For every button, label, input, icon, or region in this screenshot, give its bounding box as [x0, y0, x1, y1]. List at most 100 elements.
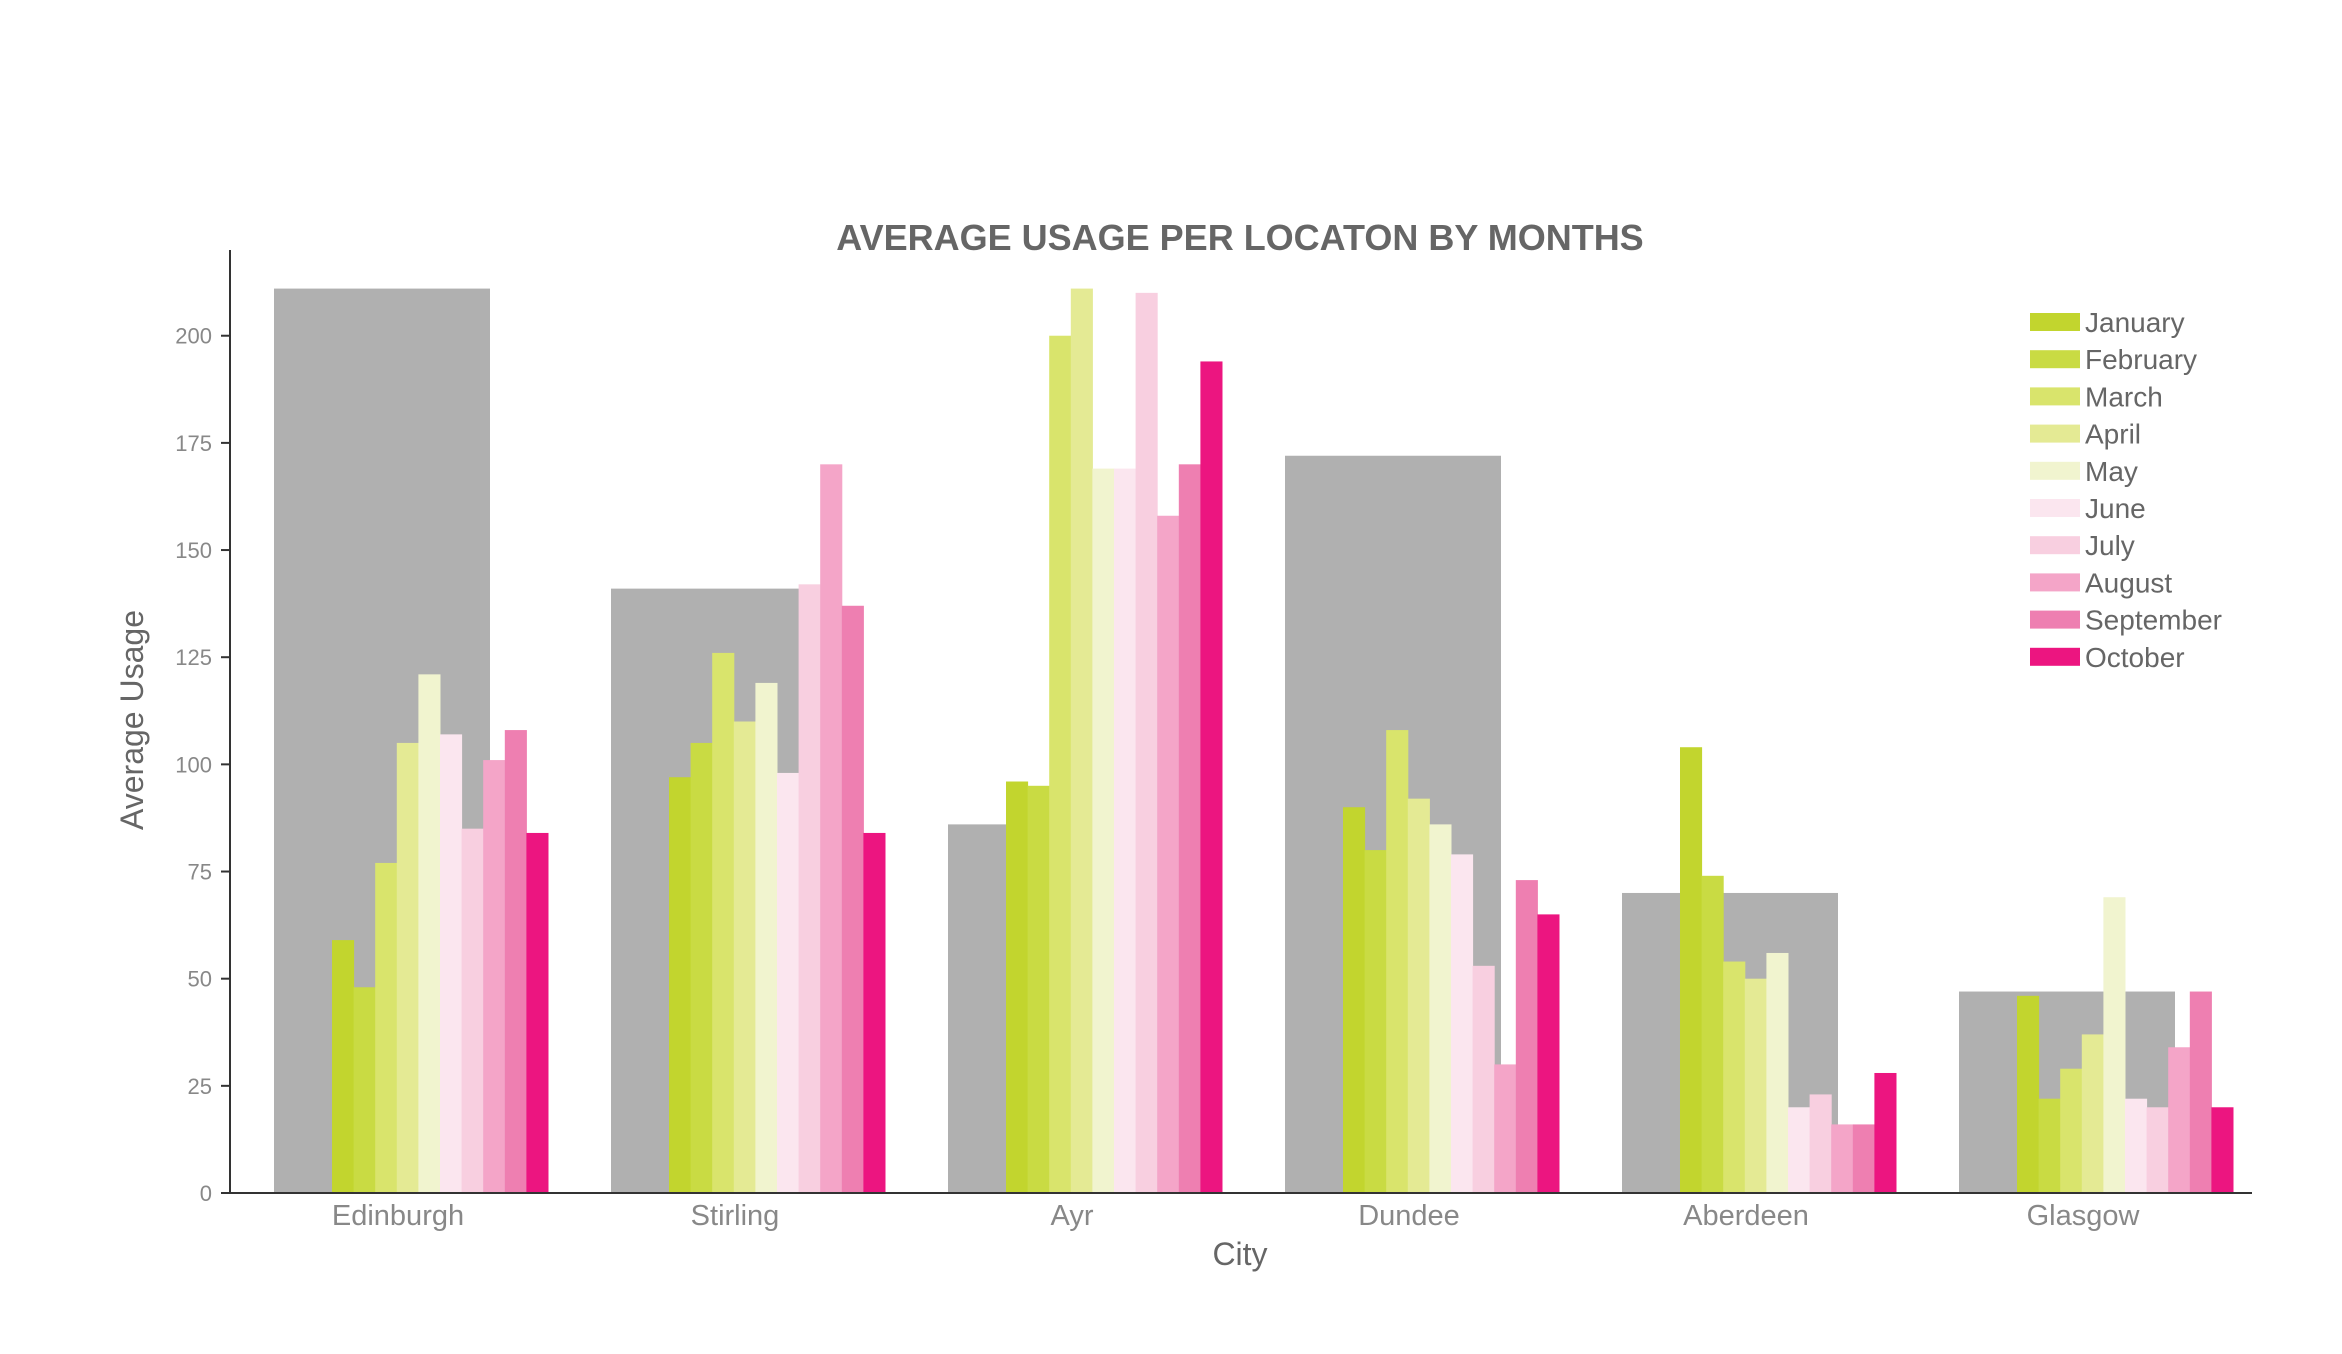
bar-dundee-march — [1386, 730, 1409, 1193]
bar-dundee-may — [1429, 824, 1452, 1193]
bar-glasgow-march — [2060, 1068, 2083, 1193]
legend-swatch-october — [2030, 647, 2080, 666]
x-tick-label: Ayr — [1051, 1200, 1094, 1232]
x-tick-label: Aberdeen — [1683, 1200, 1809, 1232]
legend: January February March April May June July Augu… — [2030, 307, 2222, 673]
legend-label-january: January — [2085, 307, 2185, 338]
x-tick-label: Edinburgh — [332, 1200, 464, 1232]
bar-edinburgh-june — [440, 734, 463, 1193]
y-ticks: 0 25 50 75 100 125 150 175 200 — [175, 324, 230, 1206]
bar-ayr-september — [1178, 464, 1201, 1193]
bar-ayr-march — [1049, 335, 1072, 1193]
legend-label-october: October — [2085, 642, 2185, 673]
bar-ayr-october — [1200, 361, 1223, 1194]
bar-dundee-january — [1343, 807, 1366, 1193]
bar-aberdeen-may — [1766, 952, 1789, 1193]
bar-edinburgh-september — [504, 730, 527, 1193]
x-tick-label: Stirling — [691, 1200, 780, 1232]
bar-edinburgh-august — [483, 760, 506, 1193]
bar-ayr-august — [1157, 515, 1180, 1193]
legend-label-april: April — [2085, 419, 2141, 450]
bar-glasgow-january — [2017, 995, 2040, 1193]
bar-dundee-july — [1472, 965, 1495, 1193]
bar-edinburgh-february — [353, 987, 376, 1193]
bar-stirling-september — [841, 605, 864, 1193]
y-tick-label: 75 — [188, 860, 212, 885]
bar-stirling-may — [755, 682, 778, 1193]
y-tick-label: 175 — [175, 431, 212, 456]
bar-stirling-june — [777, 772, 800, 1193]
bar-aberdeen-march — [1723, 961, 1746, 1193]
bar-glasgow-september — [2189, 991, 2212, 1193]
legend-swatch-january — [2030, 313, 2080, 331]
bar-glasgow-july — [2146, 1107, 2169, 1193]
x-axis-label: City — [1212, 1236, 1267, 1272]
bar-aberdeen-october — [1874, 1072, 1897, 1193]
legend-swatch-april — [2030, 424, 2080, 443]
x-tick-label: Dundee — [1358, 1200, 1460, 1232]
bar-aberdeen-september — [1852, 1124, 1875, 1193]
legend-swatch-august — [2030, 573, 2080, 592]
bar-glasgow-august — [2168, 1047, 2191, 1193]
bar-ayr-april — [1070, 288, 1093, 1193]
bar-stirling-february — [690, 742, 713, 1193]
bar-glasgow-june — [2125, 1098, 2148, 1193]
bar-aberdeen-april — [1744, 978, 1767, 1193]
bar-aberdeen-february — [1701, 875, 1724, 1193]
bar-ayr-february — [1027, 785, 1050, 1193]
legend-swatch-march — [2030, 387, 2080, 406]
background-bars — [274, 288, 2175, 1193]
legend-label-march: March — [2085, 381, 2163, 412]
bar-glasgow-february — [2038, 1098, 2061, 1193]
y-tick-label: 50 — [188, 967, 212, 992]
legend-label-july: July — [2085, 530, 2135, 561]
legend-swatch-september — [2030, 610, 2080, 629]
bar-ayr-june — [1114, 468, 1137, 1193]
bar-edinburgh-october — [526, 832, 549, 1193]
y-tick-label: 25 — [188, 1074, 212, 1099]
bar-stirling-october — [863, 832, 886, 1193]
y-axis-label: Average Usage — [114, 610, 150, 830]
chart-title: AVERAGE USAGE PER LOCATON BY MONTHS — [836, 217, 1643, 258]
legend-swatch-may — [2030, 461, 2080, 480]
bar-glasgow-april — [2081, 1034, 2104, 1193]
bar-ayr-july — [1135, 292, 1158, 1193]
axes — [229, 250, 2252, 1194]
bar-aberdeen-august — [1831, 1124, 1854, 1193]
y-tick-label: 0 — [200, 1181, 212, 1206]
y-tick-label: 100 — [175, 752, 212, 777]
bar-aberdeen-july — [1809, 1094, 1832, 1193]
legend-swatch-february — [2030, 350, 2080, 369]
bar-dundee-october — [1537, 914, 1560, 1193]
bar-edinburgh-january — [332, 940, 355, 1193]
legend-swatch-june — [2030, 499, 2080, 517]
bar-stirling-august — [820, 464, 843, 1193]
legend-label-may: May — [2085, 456, 2138, 487]
bar-aberdeen-january — [1680, 747, 1703, 1193]
bar-stirling-january — [669, 777, 692, 1193]
y-tick-label: 125 — [175, 645, 212, 670]
bar-dundee-august — [1494, 1064, 1517, 1193]
x-ticks: Edinburgh Stirling Ayr Dundee Aberdeen Glasgo… — [332, 1200, 2141, 1232]
bar-dundee-june — [1451, 854, 1474, 1193]
series-bars — [332, 288, 2234, 1194]
bar-dundee-february — [1364, 850, 1387, 1193]
legend-swatch-july — [2030, 536, 2080, 555]
bar-stirling-july — [798, 584, 821, 1193]
legend-label-june: June — [2085, 493, 2146, 524]
legend-label-february: February — [2085, 344, 2197, 375]
bar-aberdeen-june — [1788, 1107, 1811, 1193]
bar-glasgow-may — [2103, 897, 2126, 1193]
bar-glasgow-october — [2211, 1107, 2234, 1193]
bar-stirling-march — [712, 652, 735, 1193]
bar-ayr-january — [1006, 781, 1029, 1193]
bar-edinburgh-july — [461, 828, 484, 1193]
y-tick-label: 200 — [175, 324, 212, 349]
bar-dundee-september — [1515, 880, 1538, 1193]
legend-label-august: August — [2085, 567, 2172, 598]
bar-edinburgh-march — [375, 862, 398, 1193]
x-tick-label: Glasgow — [2027, 1200, 2141, 1232]
bar-ayr-may — [1092, 468, 1115, 1193]
